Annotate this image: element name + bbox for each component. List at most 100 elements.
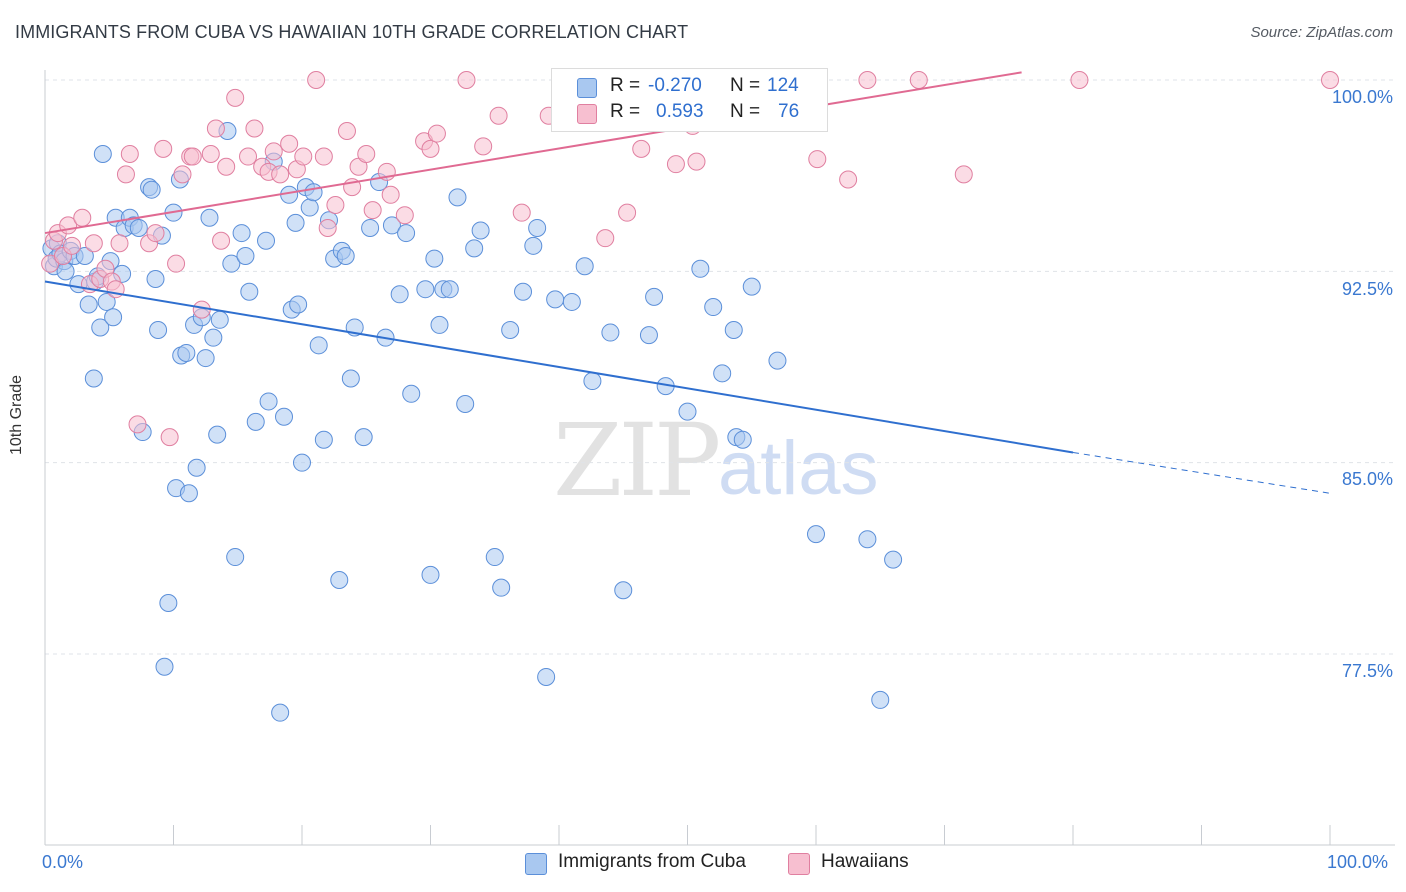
data-point (858, 71, 877, 89)
data-point (807, 525, 825, 544)
data-point (421, 565, 440, 584)
data-point (160, 428, 179, 447)
data-point (858, 530, 877, 549)
legend-n-label: N = (730, 101, 761, 122)
legend-swatch-pink (577, 104, 597, 124)
data-point (280, 134, 299, 153)
data-point (524, 236, 543, 255)
data-point (200, 208, 219, 227)
data-point (839, 170, 858, 189)
data-point (687, 152, 706, 171)
data-point (501, 321, 520, 340)
y-tick-label: 85.0% (1341, 469, 1393, 489)
data-point (222, 254, 241, 273)
data-point (639, 326, 658, 345)
data-point (309, 336, 328, 355)
data-point (489, 106, 508, 125)
trendlines (44, 71, 1331, 494)
data-point (206, 119, 225, 138)
data-point (232, 224, 251, 243)
data-point (75, 247, 94, 266)
legend-swatch-cuba (525, 853, 547, 875)
data-point (381, 185, 400, 204)
data-point (300, 198, 319, 217)
data-point (632, 139, 651, 158)
data-point (465, 239, 484, 258)
data-point (390, 285, 409, 304)
data-point (93, 144, 112, 163)
data-point (239, 147, 258, 166)
data-point (492, 578, 511, 597)
data-point (257, 231, 276, 250)
data-point (289, 295, 308, 314)
data-point (474, 137, 493, 156)
data-point (84, 369, 103, 388)
data-point (208, 425, 227, 444)
data-point (601, 323, 620, 342)
data-point (154, 139, 173, 158)
data-point (713, 364, 732, 383)
data-point (562, 292, 581, 311)
data-point (120, 144, 139, 163)
data-point (129, 218, 148, 237)
data-point (361, 218, 380, 237)
data-point (336, 247, 355, 266)
trendline-cuba-extension (1072, 451, 1331, 494)
data-point (395, 206, 414, 225)
data-point (73, 208, 92, 227)
data-point (363, 201, 382, 220)
data-point (871, 690, 890, 709)
data-point (226, 88, 245, 107)
data-point (146, 224, 165, 243)
data-point (210, 310, 229, 329)
data-point (226, 548, 245, 567)
legend-r-value: 0.593 (656, 101, 704, 122)
trendline-cuba (44, 280, 1074, 454)
data-point (314, 430, 333, 449)
data-point (596, 229, 615, 248)
data-point (528, 218, 547, 237)
data-point (146, 269, 165, 288)
data-point (294, 147, 313, 166)
legend-n-label: N = (730, 75, 761, 96)
data-point (271, 703, 290, 722)
data-point (116, 165, 135, 184)
data-point (1070, 71, 1089, 89)
data-point (110, 234, 129, 253)
data-point (286, 213, 305, 232)
watermark-zip: ZIP (553, 402, 721, 519)
data-point (704, 298, 723, 317)
legend-n-value: 124 (767, 75, 799, 96)
y-tick-label: 92.5% (1341, 279, 1393, 299)
data-point (337, 122, 356, 141)
chart-title: IMMIGRANTS FROM CUBA VS HAWAIIAN 10TH GR… (15, 22, 689, 42)
data-point (97, 292, 116, 311)
legend-n-value: 76 (778, 101, 800, 122)
legend-swatch-blue (577, 78, 597, 98)
data-point (167, 254, 186, 273)
data-point (583, 372, 602, 391)
legend-label-cuba: Immigrants from Cuba (558, 851, 746, 872)
data-point (456, 394, 475, 413)
legend-label-hawaiians: Hawaiians (821, 851, 909, 872)
data-point (187, 458, 206, 477)
data-point (79, 295, 98, 314)
data-point (440, 280, 459, 299)
data-point (448, 188, 467, 207)
data-point (575, 257, 594, 276)
data-point (149, 321, 168, 340)
trendline-hawaiians (44, 71, 1022, 235)
data-point (264, 142, 283, 161)
data-point (618, 203, 637, 222)
data-point (56, 262, 75, 281)
source-label: Source: ZipAtlas.com (1250, 24, 1393, 41)
data-point (645, 287, 664, 306)
data-point (537, 667, 556, 686)
y-tick-label: 100.0% (1331, 87, 1393, 107)
data-point (173, 165, 192, 184)
data-point (421, 139, 440, 158)
data-point (1321, 71, 1339, 89)
data-point (884, 550, 903, 569)
data-point (91, 318, 110, 337)
